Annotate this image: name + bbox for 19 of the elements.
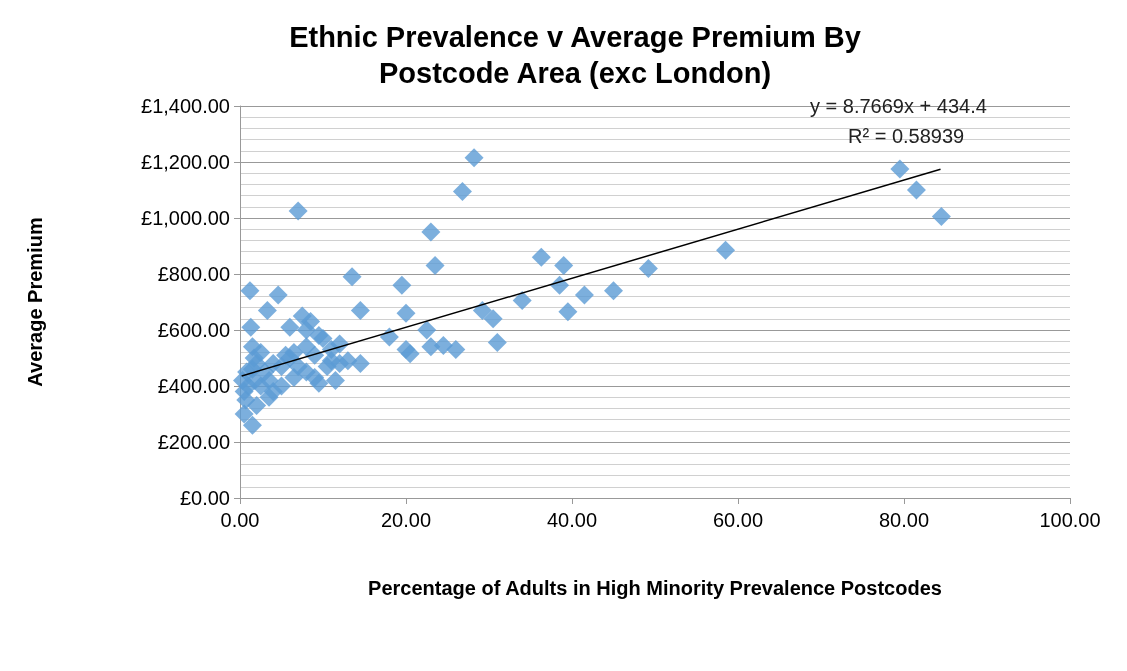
y-tick-label: £0.00: [179, 487, 230, 509]
annotation: R² = 0.58939: [848, 125, 965, 147]
x-tick-label: 80.00: [878, 509, 930, 531]
y-tick-label: £1,000.00: [141, 207, 230, 229]
x-tick-label: 60.00: [712, 509, 764, 531]
x-tick-label: 20.00: [380, 509, 432, 531]
y-axis-title: Average Premium: [24, 217, 46, 387]
y-tick-label: £400.00: [157, 375, 230, 397]
x-tick-label: 100.00: [1039, 509, 1101, 531]
y-tick-label: £1,400.00: [141, 95, 230, 117]
y-tick-label: £600.00: [157, 319, 230, 341]
x-axis-title: Percentage of Adults in High Minority Prevalence Postcodes: [368, 577, 942, 599]
x-tick-label: 0.00: [220, 509, 260, 531]
y-tick-label: £1,200.00: [141, 151, 230, 173]
y-tick-label: £200.00: [157, 431, 230, 453]
annotation: y = 8.7669x + 434.4: [810, 95, 987, 117]
x-tick-label: 40.00: [546, 509, 598, 531]
y-tick-label: £800.00: [157, 263, 230, 285]
chart-title: Ethnic Prevalence v Average Premium By Postcode Area (exc London): [289, 21, 861, 89]
